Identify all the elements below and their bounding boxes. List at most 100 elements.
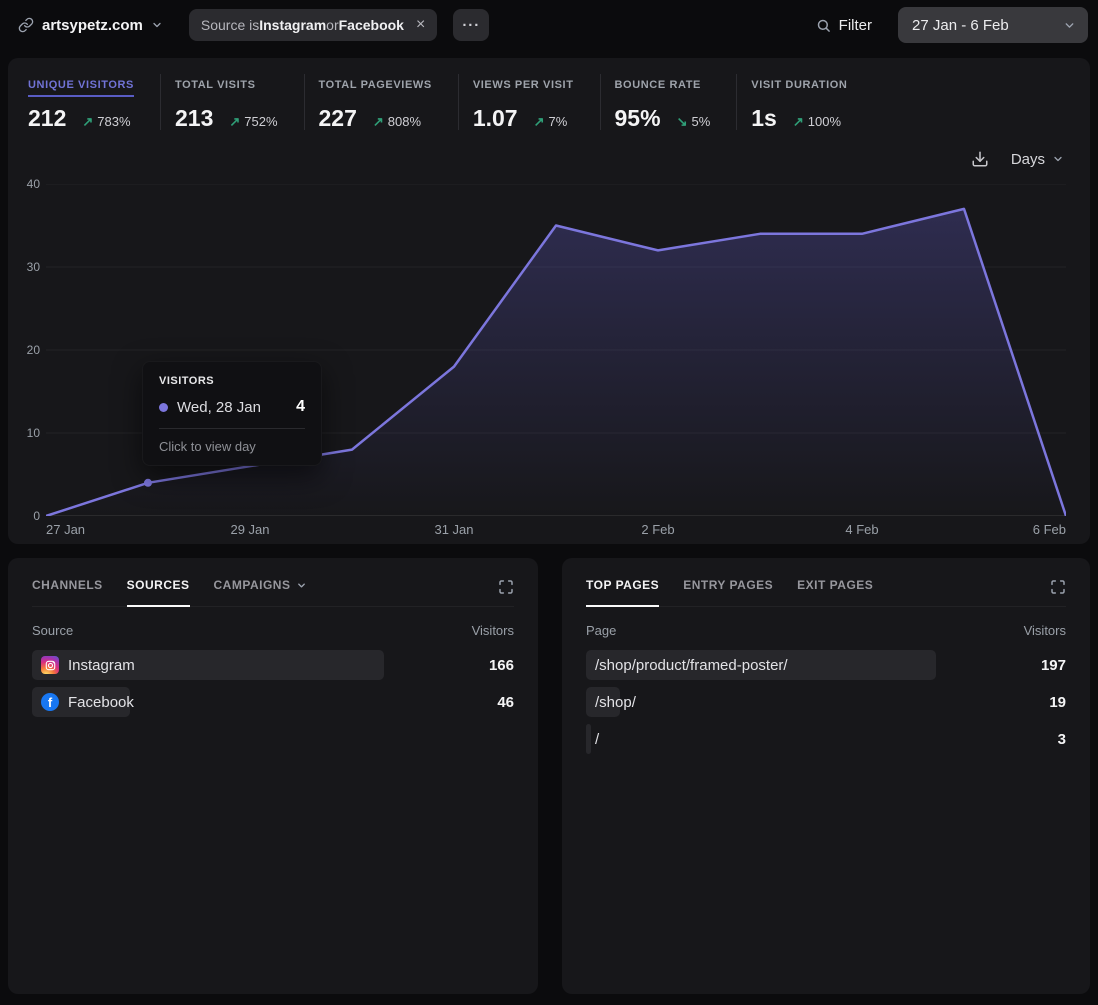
date-range-picker[interactable]: 27 Jan - 6 Feb <box>898 7 1088 43</box>
source-row-facebook[interactable]: f Facebook 46 <box>32 687 514 717</box>
stat-value: 1s <box>751 105 777 132</box>
top-bar: artsypetz.com Source is Instagram or Fac… <box>0 0 1098 50</box>
page-row[interactable]: /shop/product/framed-poster/ 197 <box>586 650 1066 680</box>
stat-metric[interactable]: TOTAL VISITS 213 ↗752% <box>161 58 304 142</box>
visitors-line-chart[interactable] <box>46 184 1066 516</box>
page-link[interactable]: / <box>586 731 599 748</box>
download-icon[interactable] <box>971 150 989 168</box>
stat-change-pct: 100% <box>808 114 841 129</box>
stat-label[interactable]: VIEWS PER VISIT <box>473 79 574 97</box>
fullscreen-icon[interactable] <box>1050 578 1066 595</box>
page-path: /shop/product/framed-poster/ <box>595 657 788 674</box>
chevron-down-icon <box>151 19 163 31</box>
tab-exit-pages[interactable]: EXIT PAGES <box>797 578 873 607</box>
link-icon <box>18 17 34 33</box>
source-name: Instagram <box>68 657 135 674</box>
trend-arrow-icon: ↗ <box>534 114 545 129</box>
tooltip-title: VISITORS <box>159 375 305 387</box>
instagram-icon <box>41 656 59 674</box>
stat-metric[interactable]: TOTAL PAGEVIEWS 227 ↗808% <box>305 58 458 142</box>
chevron-down-icon <box>1052 153 1064 165</box>
stat-label[interactable]: UNIQUE VISITORS <box>28 79 134 97</box>
stat-label[interactable]: BOUNCE RATE <box>615 79 701 97</box>
tooltip-hint: Click to view day <box>159 439 305 454</box>
pages-column-headers: Page Visitors <box>586 623 1066 638</box>
stat-change: ↗ 7% <box>534 114 568 130</box>
pages-card: TOP PAGES ENTRY PAGES EXIT PAGES Page Vi… <box>562 558 1090 994</box>
site-name: artsypetz.com <box>42 17 143 34</box>
sources-column-headers: Source Visitors <box>32 623 514 638</box>
stat-metric[interactable]: VIEWS PER VISIT 1.07 ↗ 7% <box>459 58 600 142</box>
tab-campaigns[interactable]: CAMPAIGNS <box>214 578 308 607</box>
stat-change: ↗783% <box>82 114 130 130</box>
analytics-panel: UNIQUE VISITORS212↗783%TOTAL VISITS213↗7… <box>8 58 1090 544</box>
stat-change-pct: 7% <box>549 114 568 129</box>
stat-value: 227 <box>319 105 357 132</box>
col-source: Source <box>32 623 73 638</box>
pages-list: /shop/product/framed-poster/ 197 /shop/ … <box>586 650 1066 754</box>
date-range-label: 27 Jan - 6 Feb <box>912 17 1009 34</box>
page-row[interactable]: /shop/ 19 <box>586 687 1066 717</box>
page-visitors: 3 <box>1058 731 1066 748</box>
filter-chip-source[interactable]: Source is Instagram or Facebook × <box>189 9 437 41</box>
source-row-instagram[interactable]: Instagram 166 <box>32 650 514 680</box>
page-link[interactable]: /shop/product/framed-poster/ <box>586 657 788 674</box>
stat-metric[interactable]: VISIT DURATION 1s ↗ 100% <box>737 58 873 142</box>
stats-row: UNIQUE VISITORS212↗783%TOTAL VISITS213↗7… <box>8 58 1090 142</box>
pages-card-tabs: TOP PAGES ENTRY PAGES EXIT PAGES <box>586 578 1066 607</box>
trend-arrow-icon: ↗ <box>793 114 804 129</box>
source-visitors: 166 <box>489 657 514 674</box>
chart-y-axis: 010203040 <box>16 184 40 516</box>
tooltip-divider <box>159 428 305 429</box>
page-row[interactable]: / 3 <box>586 724 1066 754</box>
close-icon[interactable]: × <box>416 17 425 33</box>
site-switcher[interactable]: artsypetz.com <box>10 11 171 40</box>
stat-label[interactable]: TOTAL PAGEVIEWS <box>319 79 432 97</box>
sources-card-tabs: CHANNELS SOURCES CAMPAIGNS <box>32 578 514 607</box>
stat-value: 212 <box>28 105 66 132</box>
filter-chip-source-2: Facebook <box>339 17 404 33</box>
tab-channels[interactable]: CHANNELS <box>32 578 103 607</box>
filter-chip-prefix: Source is <box>201 17 259 33</box>
page-visitors: 19 <box>1049 694 1066 711</box>
col-page: Page <box>586 623 616 638</box>
chevron-down-icon <box>1063 19 1076 32</box>
fullscreen-icon[interactable] <box>498 578 514 595</box>
stat-metric[interactable]: UNIQUE VISITORS 212 ↗783% <box>14 58 160 142</box>
stat-metric[interactable]: BOUNCE RATE95%↘5% <box>601 58 737 142</box>
stat-change: ↗752% <box>229 114 277 130</box>
source-visitors: 46 <box>497 694 514 711</box>
ellipsis-icon: ··· <box>462 17 480 34</box>
stat-change-pct: 5% <box>691 114 710 129</box>
tooltip-date: Wed, 28 Jan <box>177 399 261 416</box>
more-options-button[interactable]: ··· <box>453 9 489 41</box>
filter-button[interactable]: Filter <box>816 17 872 34</box>
stat-change: ↗808% <box>373 114 421 130</box>
chart-controls: Days <box>8 144 1090 174</box>
interval-selector[interactable]: Days <box>1011 151 1064 168</box>
stat-change-pct: 808% <box>388 114 421 129</box>
stat-label[interactable]: VISIT DURATION <box>751 79 847 97</box>
source-link[interactable]: f Facebook <box>32 693 134 711</box>
stat-change: ↗ 100% <box>793 114 841 130</box>
stat-value: 213 <box>175 105 213 132</box>
col-visitors: Visitors <box>1024 623 1066 638</box>
tab-entry-pages[interactable]: ENTRY PAGES <box>683 578 773 607</box>
stat-value: 1.07 <box>473 105 518 132</box>
source-name: Facebook <box>68 694 134 711</box>
trend-arrow-icon: ↗ <box>229 114 240 129</box>
source-link[interactable]: Instagram <box>32 656 135 674</box>
filter-button-label: Filter <box>839 17 872 34</box>
page-visitors: 197 <box>1041 657 1066 674</box>
trend-arrow-icon: ↗ <box>82 114 93 129</box>
tab-top-pages[interactable]: TOP PAGES <box>586 578 659 607</box>
tab-sources[interactable]: SOURCES <box>127 578 190 607</box>
facebook-icon: f <box>41 693 59 711</box>
page-link[interactable]: /shop/ <box>586 694 636 711</box>
visitors-chart[interactable]: 010203040 27 Jan29 Jan31 Jan2 Feb4 Feb6 … <box>16 184 1066 546</box>
stat-change: ↘5% <box>677 114 711 130</box>
stat-label[interactable]: TOTAL VISITS <box>175 79 256 97</box>
interval-label: Days <box>1011 151 1045 168</box>
page-path: /shop/ <box>595 694 636 711</box>
filter-chip-source-1: Instagram <box>259 17 326 33</box>
